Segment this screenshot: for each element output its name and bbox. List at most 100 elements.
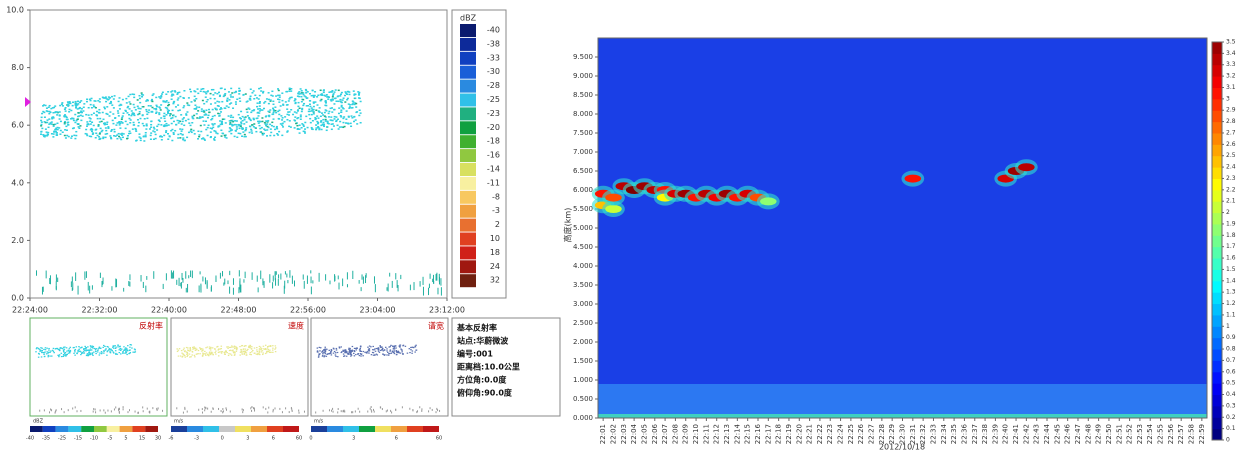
thumbnail-speckle bbox=[399, 346, 401, 348]
ground-clutter bbox=[101, 281, 103, 285]
thumbnail-speckle bbox=[235, 346, 237, 348]
echo-speckle bbox=[72, 101, 75, 104]
echo-speckle bbox=[294, 102, 297, 105]
echo-speckle bbox=[52, 117, 55, 119]
echo-speckle bbox=[181, 120, 184, 123]
echo-speckle bbox=[221, 100, 224, 103]
thumbnail-speckle bbox=[248, 345, 250, 347]
heatmap-background bbox=[598, 38, 1207, 418]
thumbnail-speckle bbox=[366, 352, 368, 354]
echo-speckle bbox=[227, 106, 230, 109]
mini-colorbar-swatch bbox=[327, 426, 343, 432]
thumbnail-speckle bbox=[84, 345, 86, 348]
echo-speckle bbox=[68, 108, 71, 111]
echo-speckle bbox=[63, 116, 66, 118]
echo-speckle bbox=[180, 130, 183, 132]
ground-clutter bbox=[365, 275, 367, 284]
thumbnail-speckle bbox=[107, 350, 109, 352]
echo-speckle bbox=[93, 100, 96, 102]
thumbnail-clutter bbox=[207, 407, 209, 410]
ground-clutter bbox=[440, 278, 442, 286]
thumbnail-clutter bbox=[127, 411, 129, 414]
echo-speckle bbox=[218, 91, 221, 94]
echo-speckle bbox=[41, 112, 44, 115]
mini-colorbar-label: 60 bbox=[436, 436, 442, 442]
thumbnail-speckle bbox=[97, 348, 99, 350]
echo-speckle bbox=[197, 130, 200, 133]
colorbar-swatch bbox=[1212, 223, 1222, 236]
x-tick-label: 22:18 bbox=[775, 424, 783, 444]
echo-speckle bbox=[150, 120, 153, 123]
echo-speckle bbox=[163, 124, 166, 126]
echo-speckle bbox=[128, 101, 131, 103]
thumbnail-speckle bbox=[41, 350, 43, 352]
thumbnail-speckle bbox=[75, 346, 78, 348]
thumbnail-clutter bbox=[104, 411, 106, 414]
thumbnail-clutter bbox=[390, 409, 392, 412]
echo-speckle bbox=[177, 122, 180, 124]
ground-clutter bbox=[303, 280, 305, 289]
echo-speckle bbox=[261, 109, 264, 111]
echo-speckle bbox=[260, 109, 263, 111]
echo-speckle bbox=[176, 93, 179, 95]
thumbnail-speckle bbox=[410, 346, 412, 349]
echo-speckle bbox=[211, 115, 214, 118]
echo-speckle bbox=[124, 120, 127, 123]
thumbnail-speckle bbox=[115, 346, 117, 348]
echo-speckle bbox=[327, 112, 330, 115]
thumbnail-speckle bbox=[37, 347, 40, 349]
thumbnail-speckle bbox=[62, 353, 65, 356]
echo-speckle bbox=[95, 132, 98, 134]
thumbnail-speckle bbox=[350, 354, 353, 356]
thumbnail-speckle bbox=[395, 350, 398, 353]
echo-speckle bbox=[40, 133, 43, 135]
thumbnail-speckle bbox=[125, 347, 127, 349]
thumbnail-speckle bbox=[360, 350, 363, 352]
echo-speckle bbox=[173, 90, 176, 92]
thumbnail-speckle bbox=[185, 346, 188, 349]
echo-speckle bbox=[229, 129, 232, 132]
thumbnail-speckle bbox=[211, 352, 214, 354]
echo-speckle bbox=[171, 128, 174, 131]
y-tick-label: 6.0 bbox=[11, 121, 24, 130]
thumbnail-clutter bbox=[367, 410, 369, 413]
thumbnail-speckle bbox=[199, 353, 201, 355]
echo-speckle bbox=[145, 108, 148, 111]
thumbnail-clutter bbox=[253, 407, 255, 410]
thumbnail-speckle bbox=[77, 351, 79, 353]
x-tick-label: 22:35 bbox=[950, 424, 958, 444]
thumbnail-speckle bbox=[233, 347, 236, 350]
thumbnail-speckle bbox=[399, 352, 402, 354]
x-tick-label: 22:40:00 bbox=[151, 306, 187, 315]
thumbnail-speckle bbox=[321, 355, 324, 357]
mini-colorbar-swatch bbox=[375, 426, 391, 432]
echo-speckle bbox=[226, 99, 229, 101]
thumbnail-speckle bbox=[44, 347, 47, 349]
colorbar-swatch bbox=[1212, 87, 1222, 100]
main-plot-frame bbox=[29, 9, 448, 299]
thumbnail-clutter bbox=[265, 407, 267, 410]
thumbnail-clutter bbox=[39, 409, 41, 412]
x-tick-label: 22:33 bbox=[929, 424, 937, 444]
thumbnail-speckle bbox=[264, 348, 266, 350]
echo-speckle bbox=[315, 109, 318, 111]
echo-speckle bbox=[89, 103, 92, 106]
echo-speckle bbox=[277, 117, 280, 120]
thumbnail-speckle bbox=[233, 351, 235, 353]
thumbnail-speckle bbox=[404, 345, 407, 347]
thumbnail-speckle bbox=[272, 347, 274, 349]
thumbnail-speckle bbox=[236, 348, 238, 350]
echo-speckle bbox=[309, 121, 312, 124]
y-tick-label: 5.000 bbox=[573, 224, 593, 232]
thumbnail-speckle bbox=[187, 354, 189, 356]
x-tick-label: 22:34 bbox=[940, 423, 948, 444]
thumbnail-clutter bbox=[431, 408, 433, 411]
echo-speckle bbox=[43, 116, 46, 118]
echo-speckle bbox=[89, 118, 92, 120]
echo-speckle bbox=[306, 105, 309, 107]
echo-speckle bbox=[320, 93, 323, 95]
thumbnail-speckle bbox=[182, 349, 185, 351]
echo-speckle bbox=[170, 122, 173, 125]
colorbar-swatch bbox=[1212, 360, 1222, 373]
echo-speckle bbox=[172, 120, 175, 123]
